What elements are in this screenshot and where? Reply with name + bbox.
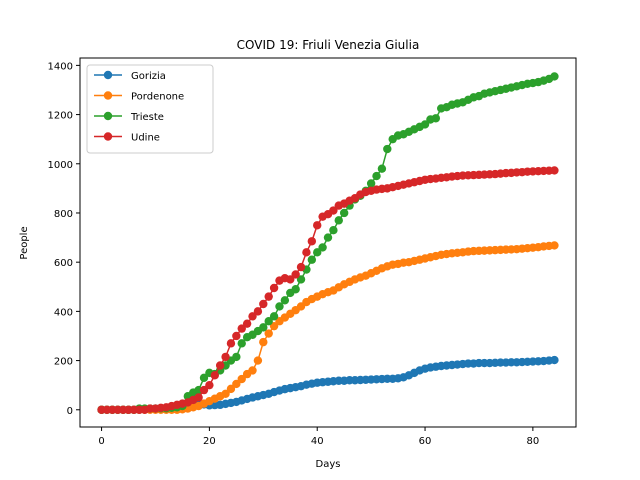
data-point-trieste xyxy=(280,296,290,305)
data-point-trieste xyxy=(259,323,268,332)
y-tick-label: 200 xyxy=(54,357,73,368)
y-tick-label: 1200 xyxy=(48,111,73,122)
x-axis-ticks: 0 20 40 60 80 xyxy=(98,427,539,447)
x-tick-label: 60 xyxy=(419,436,432,447)
x-tick-label: 80 xyxy=(527,436,540,447)
data-point-pordenone xyxy=(226,384,236,394)
data-point-udine xyxy=(291,270,300,279)
data-point-udine xyxy=(264,292,273,301)
data-point-udine xyxy=(199,385,209,395)
data-point-pordenone xyxy=(253,356,263,365)
data-point-trieste xyxy=(264,317,273,326)
data-point-pordenone xyxy=(264,329,273,338)
data-point-trieste xyxy=(334,216,343,225)
y-tick-label: 600 xyxy=(54,258,73,269)
data-point-udine xyxy=(210,371,219,380)
data-point-pordenone xyxy=(550,241,559,250)
legend-marker-gorizia xyxy=(103,70,113,80)
series-layer xyxy=(97,72,559,414)
legend-entry-trieste: Trieste xyxy=(94,111,164,123)
legend-label-trieste: Trieste xyxy=(130,112,164,123)
data-point-trieste xyxy=(296,275,306,284)
data-point-trieste xyxy=(420,120,430,129)
y-axis-ticks: 0 200 400 600 800 1000 1200 1400 xyxy=(48,61,80,417)
data-point-trieste xyxy=(383,144,392,154)
data-point-udine xyxy=(205,380,214,390)
data-point-trieste xyxy=(431,114,441,123)
data-point-gorizia xyxy=(550,355,559,365)
legend-marker-pordenone xyxy=(103,91,113,100)
data-point-udine xyxy=(313,221,322,230)
data-point-udine xyxy=(269,283,279,293)
data-point-trieste xyxy=(550,72,559,81)
data-point-trieste xyxy=(318,243,327,252)
y-axis-label: People xyxy=(19,226,30,259)
data-point-trieste xyxy=(366,179,376,188)
x-tick-label: 20 xyxy=(203,436,216,447)
plot-frame xyxy=(79,57,577,428)
data-point-trieste xyxy=(339,208,349,218)
legend-label-pordenone: Pordenone xyxy=(131,92,184,103)
data-point-trieste xyxy=(307,255,317,264)
data-point-trieste xyxy=(269,312,279,321)
data-point-pordenone xyxy=(221,389,230,398)
data-point-pordenone xyxy=(232,379,241,389)
data-point-udine xyxy=(221,352,230,362)
y-tick-label: 0 xyxy=(67,406,73,417)
data-point-trieste xyxy=(275,302,284,311)
data-point-udine xyxy=(329,206,338,215)
legend-entries: Gorizia Pordenone Trieste Udine xyxy=(94,70,184,144)
y-tick-label: 1000 xyxy=(48,160,73,171)
data-point-trieste xyxy=(291,285,300,294)
x-axis-label: Days xyxy=(316,459,341,470)
legend-entry-udine: Udine xyxy=(94,132,160,144)
legend-label-udine: Udine xyxy=(131,133,160,144)
data-point-udine xyxy=(232,331,241,341)
series-udine xyxy=(97,166,559,414)
data-point-udine xyxy=(253,307,263,316)
data-point-udine xyxy=(194,393,203,402)
x-tick-label: 0 xyxy=(98,436,104,447)
data-point-udine xyxy=(302,248,311,257)
data-point-udine xyxy=(259,299,268,309)
legend-marker-udine xyxy=(103,132,113,141)
data-point-trieste xyxy=(199,373,209,382)
data-point-pordenone xyxy=(269,321,279,331)
chart-title: COVID 19: Friuli Venezia Giulia xyxy=(237,38,420,52)
data-point-udine xyxy=(226,339,236,348)
y-tick-label: 1400 xyxy=(48,61,73,72)
legend-marker-trieste xyxy=(103,111,113,121)
legend-entry-gorizia: Gorizia xyxy=(94,70,166,82)
data-point-pordenone xyxy=(248,366,257,375)
legend-label-gorizia: Gorizia xyxy=(131,71,166,82)
data-point-udine xyxy=(248,312,257,321)
data-point-trieste xyxy=(323,233,333,242)
x-tick-label: 40 xyxy=(311,436,324,447)
data-point-trieste xyxy=(232,352,241,362)
data-point-pordenone xyxy=(237,374,246,384)
legend-entry-pordenone: Pordenone xyxy=(94,91,184,103)
data-point-trieste xyxy=(377,164,387,173)
data-point-trieste xyxy=(372,171,381,181)
y-tick-label: 800 xyxy=(54,209,73,220)
data-point-udine xyxy=(550,166,559,175)
data-point-udine xyxy=(286,275,295,284)
data-point-udine xyxy=(215,361,225,370)
data-point-udine xyxy=(237,324,246,333)
y-tick-label: 400 xyxy=(54,307,73,318)
legend-frame xyxy=(86,64,214,154)
data-point-udine xyxy=(307,237,317,246)
data-point-udine xyxy=(242,319,252,328)
data-point-trieste xyxy=(329,226,338,235)
data-point-udine xyxy=(296,262,306,272)
data-point-trieste xyxy=(237,339,246,348)
data-point-pordenone xyxy=(259,337,268,347)
data-point-trieste xyxy=(313,248,322,257)
legend: Gorizia Pordenone Trieste Udine xyxy=(86,64,214,154)
